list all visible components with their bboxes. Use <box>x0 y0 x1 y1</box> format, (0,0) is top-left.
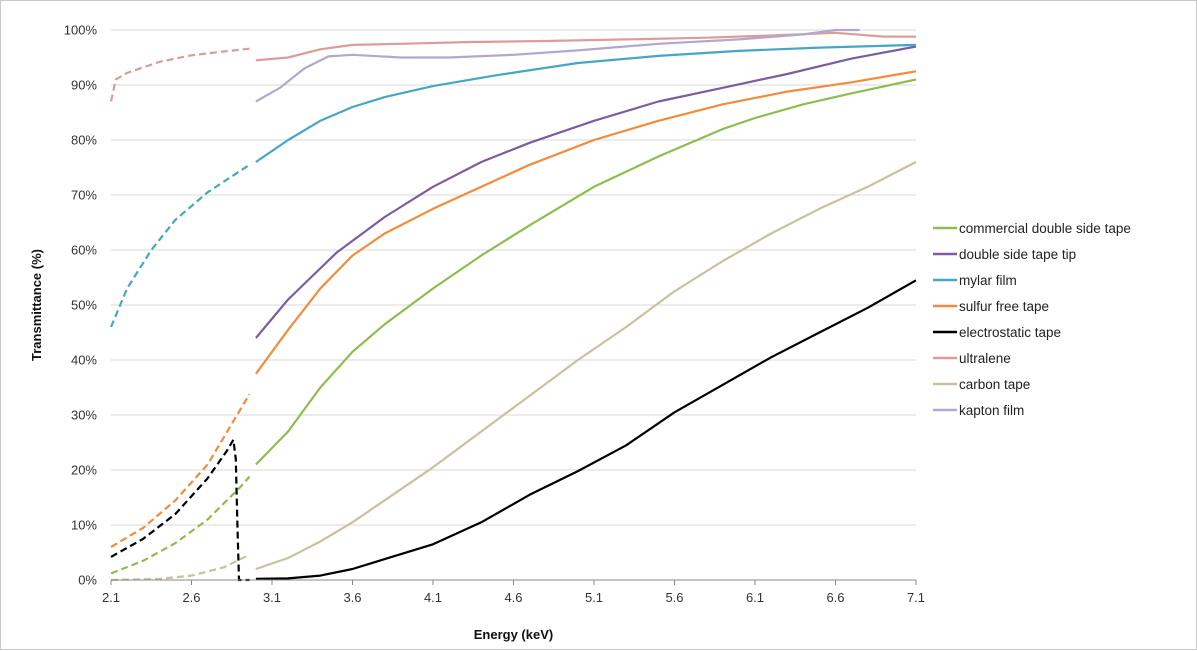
series-sulfur-free-tape-dashed <box>110 393 251 548</box>
series-double-side-tape-tip <box>255 45 917 339</box>
legend-label: double side tape tip <box>959 247 1076 262</box>
x-axis-ticks: 2.1 2.6 3.1 3.6 4.1 4.6 5.1 5.6 6.1 6.6 7.1 <box>102 580 925 605</box>
y-tick-label: 0% <box>78 573 97 588</box>
x-tick-label: 5.6 <box>665 590 683 605</box>
x-tick-label: 7.1 <box>907 590 925 605</box>
legend-label: commercial double side tape <box>959 221 1131 236</box>
y-tick-label: 90% <box>71 78 97 93</box>
y-tick-label: 100% <box>64 23 98 38</box>
x-tick-label: 3.6 <box>343 590 361 605</box>
x-tick-label: 4.1 <box>424 590 442 605</box>
series-sulfur-free-tape <box>255 70 917 375</box>
y-tick-label: 50% <box>71 298 97 313</box>
series-lines <box>109 28 917 582</box>
series-mylar-film <box>255 43 917 163</box>
series-electrostatic-tape-dashed <box>110 436 250 582</box>
legend-label: ultralene <box>959 351 1011 366</box>
series-ultralene-dashed <box>109 47 250 102</box>
y-tick-label: 20% <box>71 463 97 478</box>
series-commercial-double-side-tape-dashed <box>110 475 251 575</box>
legend: commercial double side tape double side t… <box>933 221 1131 418</box>
series-mylar-film-dashed <box>109 163 251 328</box>
series-ultralene <box>255 31 916 62</box>
y-tick-label: 30% <box>71 408 97 423</box>
x-tick-label: 4.6 <box>504 590 522 605</box>
y-tick-label: 60% <box>71 243 97 258</box>
series-electrostatic-tape <box>255 279 917 580</box>
y-tick-label: 80% <box>71 133 97 148</box>
series-kapton-film <box>255 28 860 103</box>
legend-label: kapton film <box>959 403 1024 418</box>
legend-label: mylar film <box>959 273 1017 288</box>
x-tick-label: 5.1 <box>585 590 603 605</box>
y-tick-label: 40% <box>71 353 97 368</box>
series-carbon-tape <box>255 161 917 571</box>
x-tick-label: 2.1 <box>102 590 120 605</box>
series-commercial-double-side-tape <box>255 78 917 466</box>
y-tick-label: 70% <box>71 188 97 203</box>
x-tick-label: 3.1 <box>263 590 281 605</box>
x-tick-label: 6.6 <box>826 590 844 605</box>
x-tick-label: 2.6 <box>182 590 200 605</box>
gridlines <box>111 29 916 526</box>
y-tick-label: 10% <box>71 518 97 533</box>
y-axis-ticks: 0% 10% 20% 30% 40% 50% 60% 70% 80% 90% 100% <box>64 23 98 588</box>
legend-label: carbon tape <box>959 377 1030 392</box>
legend-label: electrostatic tape <box>959 325 1061 340</box>
legend-label: sulfur free tape <box>959 299 1049 314</box>
x-tick-label: 6.1 <box>746 590 764 605</box>
x-axis-title: Energy (keV) <box>474 627 553 642</box>
y-axis-title: Transmittance (%) <box>29 249 44 361</box>
series-carbon-tape-dashed <box>110 553 250 582</box>
